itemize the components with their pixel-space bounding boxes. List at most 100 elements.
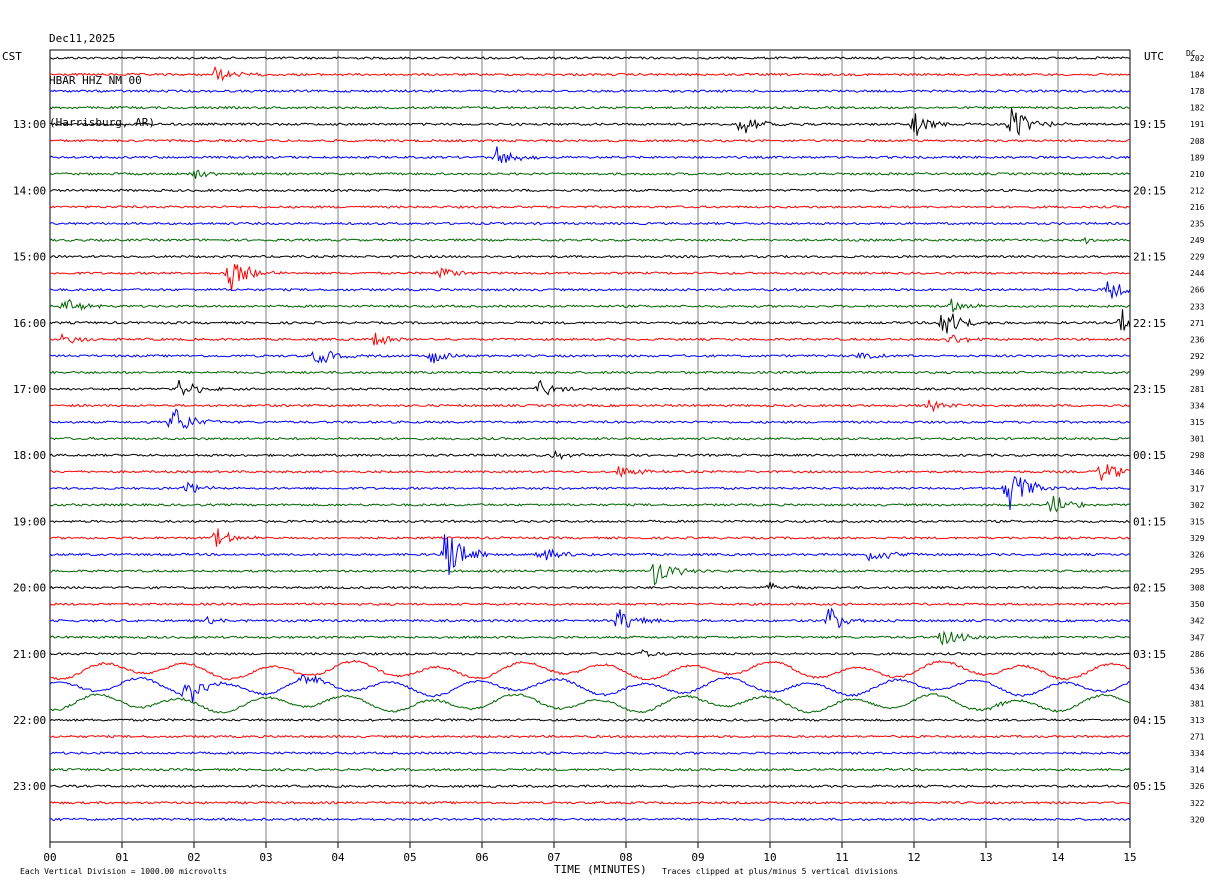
dc-offset-label: 191 <box>1190 120 1205 129</box>
right-hour-label: 03:15 <box>1133 648 1166 661</box>
left-hour-label: 13:00 <box>13 118 46 131</box>
trace-line <box>49 205 1131 209</box>
dc-offset-label: 182 <box>1190 104 1205 113</box>
x-tick-label: 15 <box>1123 851 1136 864</box>
right-hour-label: 21:15 <box>1133 251 1166 264</box>
trace-line <box>49 817 1131 822</box>
right-hour-label: 19:15 <box>1133 118 1166 131</box>
x-tick-label: 11 <box>835 851 848 864</box>
dc-offset-label: 295 <box>1190 567 1205 576</box>
dc-offset-label: 347 <box>1190 633 1205 642</box>
trace-line <box>49 534 1131 576</box>
dc-offset-label: 189 <box>1190 153 1205 162</box>
x-tick-label: 02 <box>187 851 200 864</box>
dc-offset-label: 301 <box>1190 435 1205 444</box>
dc-offset-label: 302 <box>1190 501 1205 510</box>
dc-offset-label: 322 <box>1190 799 1205 808</box>
trace-line <box>49 751 1131 756</box>
x-tick-label: 06 <box>475 851 488 864</box>
trace-line <box>49 236 1131 245</box>
trace-line <box>50 563 1131 586</box>
trace-line <box>49 89 1131 93</box>
x-tick-label: 10 <box>763 851 776 864</box>
x-tick-label: 12 <box>907 851 920 864</box>
trace-line <box>49 332 1131 346</box>
dc-offset-label: 334 <box>1190 749 1205 758</box>
dc-offset-label: 271 <box>1190 319 1205 328</box>
trace-line <box>49 464 1131 481</box>
dc-offset-label: 326 <box>1190 782 1205 791</box>
right-hour-label: 23:15 <box>1133 383 1166 396</box>
trace-line <box>49 495 1131 513</box>
right-hour-label: 01:15 <box>1133 515 1166 528</box>
trace-line <box>49 734 1130 739</box>
x-tick-label: 04 <box>331 851 345 864</box>
header-block: Dec11,2025 HBAR HHZ NM 00 (Harrisburg, A… <box>49 4 155 144</box>
dc-offset-label: 350 <box>1190 600 1205 609</box>
dc-offset-label: 210 <box>1190 170 1205 179</box>
dc-offset-label: 286 <box>1190 650 1205 659</box>
trace-line <box>49 309 1131 334</box>
left-timezone-label: CST <box>2 50 22 63</box>
trace-line <box>49 449 1131 461</box>
left-hour-label: 18:00 <box>13 449 46 462</box>
right-hour-label: 00:15 <box>1133 449 1166 462</box>
dc-offset-label: 178 <box>1190 87 1205 96</box>
trace-line <box>49 436 1131 441</box>
dc-offset-label: 434 <box>1190 683 1205 692</box>
dc-offset-label: 244 <box>1190 269 1205 278</box>
dc-header-label: DC <box>1186 49 1196 58</box>
trace-line <box>49 693 1131 714</box>
right-hour-label: 20:15 <box>1133 184 1166 197</box>
x-tick-label: 01 <box>115 851 128 864</box>
trace-line <box>49 630 1131 646</box>
dc-offset-label: 308 <box>1190 584 1205 593</box>
dc-offset-label: 299 <box>1190 368 1205 377</box>
dc-offset-label: 208 <box>1190 137 1205 146</box>
trace-line <box>49 800 1131 805</box>
right-hour-label: 02:15 <box>1133 582 1166 595</box>
x-tick-label: 13 <box>979 851 992 864</box>
trace-line <box>49 528 1131 547</box>
dc-offset-label: 346 <box>1190 468 1205 477</box>
x-tick-label: 05 <box>403 851 416 864</box>
trace-line <box>49 607 1131 629</box>
trace-line <box>49 298 1131 313</box>
trace-line <box>49 350 1131 364</box>
dc-offset-label: 536 <box>1190 666 1205 675</box>
x-tick-label: 09 <box>691 851 704 864</box>
dc-offset-label: 320 <box>1190 815 1205 824</box>
trace-line <box>49 581 1131 590</box>
dc-offset-label: 329 <box>1190 534 1205 543</box>
dc-offset-label: 216 <box>1190 203 1205 212</box>
dc-offset-label: 281 <box>1190 385 1205 394</box>
dc-offset-label: 236 <box>1190 335 1205 344</box>
dc-offset-label: 235 <box>1190 220 1205 229</box>
trace-line <box>49 602 1131 606</box>
dc-offset-label: 342 <box>1190 617 1205 626</box>
x-axis-title: TIME (MINUTES) <box>554 863 647 876</box>
trace-line <box>49 379 1131 397</box>
x-tick-label: 07 <box>547 851 560 864</box>
trace-line <box>49 767 1131 772</box>
trace-line <box>49 188 1131 193</box>
left-hour-label: 16:00 <box>13 317 46 330</box>
trace-line <box>49 718 1131 722</box>
footer-scale-note: Each Vertical Division = 1000.00 microvo… <box>20 867 228 876</box>
trace-line <box>49 138 1131 143</box>
dc-offset-label: 184 <box>1190 71 1205 80</box>
trace-line <box>49 169 1131 179</box>
trace-line <box>49 221 1131 226</box>
left-hour-label: 19:00 <box>13 515 46 528</box>
dc-offset-label: 314 <box>1190 766 1205 775</box>
right-hour-label: 04:15 <box>1133 714 1166 727</box>
dc-offset-label: 298 <box>1190 451 1205 460</box>
left-hour-label: 23:00 <box>13 780 46 793</box>
dc-offset-label: 266 <box>1190 286 1205 295</box>
dc-offset-label: 381 <box>1190 699 1205 708</box>
dc-offset-label: 313 <box>1190 716 1205 725</box>
trace-line <box>49 649 1131 658</box>
trace-line <box>49 674 1131 702</box>
trace-line <box>49 784 1131 789</box>
